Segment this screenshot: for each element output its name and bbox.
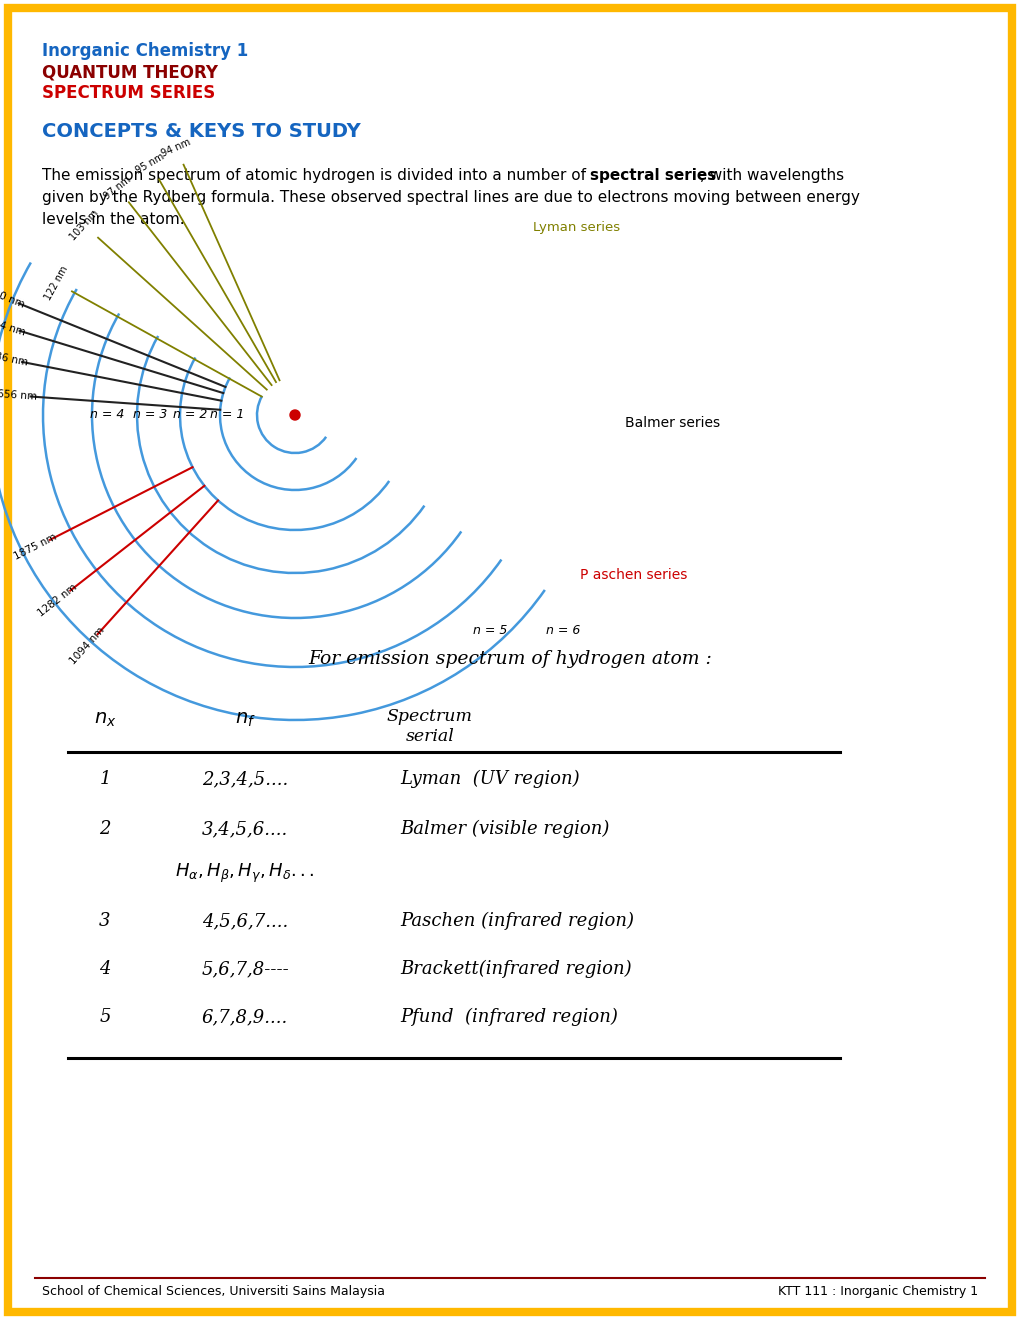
Text: 1282 nm: 1282 nm bbox=[37, 582, 79, 619]
Text: School of Chemical Sciences, Universiti Sains Malaysia: School of Chemical Sciences, Universiti … bbox=[42, 1284, 384, 1298]
Text: $n_x$: $n_x$ bbox=[94, 710, 116, 729]
Text: CONCEPTS & KEYS TO STUDY: CONCEPTS & KEYS TO STUDY bbox=[42, 121, 361, 141]
Text: $H_\alpha, H_\beta, H_\gamma, H_\delta...$: $H_\alpha, H_\beta, H_\gamma, H_\delta..… bbox=[175, 862, 315, 886]
Text: For emission spectrum of hydrogen atom :: For emission spectrum of hydrogen atom : bbox=[308, 649, 711, 668]
Text: serial: serial bbox=[406, 729, 453, 744]
Text: , with wavelengths: , with wavelengths bbox=[699, 168, 844, 183]
Text: 3: 3 bbox=[99, 912, 111, 931]
Text: $n_f$: $n_f$ bbox=[234, 710, 255, 729]
Text: Pfund  (infrared region): Pfund (infrared region) bbox=[399, 1008, 618, 1026]
Text: n = 3: n = 3 bbox=[132, 408, 167, 421]
Text: 5,6,7,8----: 5,6,7,8---- bbox=[201, 960, 288, 978]
Text: 1875 nm: 1875 nm bbox=[12, 532, 59, 562]
Text: SPECTRUM SERIES: SPECTRUM SERIES bbox=[42, 84, 215, 102]
Text: The emission spectrum of atomic hydrogen is divided into a number of: The emission spectrum of atomic hydrogen… bbox=[42, 168, 590, 183]
Text: 2,3,4,5....: 2,3,4,5.... bbox=[202, 770, 287, 788]
Text: 410 nm: 410 nm bbox=[0, 286, 26, 310]
Text: 4: 4 bbox=[99, 960, 111, 978]
Text: 1094 nm: 1094 nm bbox=[67, 626, 106, 667]
Text: Balmer (visible region): Balmer (visible region) bbox=[399, 820, 608, 838]
Text: 103 nm: 103 nm bbox=[68, 209, 101, 243]
Text: n = 2: n = 2 bbox=[172, 408, 207, 421]
Text: 434 nm: 434 nm bbox=[0, 315, 26, 338]
Text: levels in the atom.: levels in the atom. bbox=[42, 213, 184, 227]
Text: 4,5,6,7....: 4,5,6,7.... bbox=[202, 912, 287, 931]
Text: 656 nm: 656 nm bbox=[0, 389, 37, 401]
Text: n = 1: n = 1 bbox=[210, 408, 244, 421]
Text: 486 nm: 486 nm bbox=[0, 351, 29, 368]
Text: 6,7,8,9....: 6,7,8,9.... bbox=[202, 1008, 287, 1026]
Text: n = 5: n = 5 bbox=[473, 623, 506, 636]
Text: n = 4: n = 4 bbox=[90, 408, 124, 421]
Text: 3,4,5,6....: 3,4,5,6.... bbox=[202, 820, 287, 838]
Circle shape bbox=[289, 411, 300, 420]
Text: 97 nm: 97 nm bbox=[102, 174, 132, 202]
Text: Lyman series: Lyman series bbox=[533, 220, 620, 234]
Text: KTT 111 : Inorganic Chemistry 1: KTT 111 : Inorganic Chemistry 1 bbox=[777, 1284, 977, 1298]
Text: Balmer series: Balmer series bbox=[625, 416, 719, 430]
Text: n = 6: n = 6 bbox=[545, 623, 580, 636]
Text: Inorganic Chemistry 1: Inorganic Chemistry 1 bbox=[42, 42, 248, 59]
Text: 1: 1 bbox=[99, 770, 111, 788]
Text: Spectrum: Spectrum bbox=[386, 708, 473, 725]
Text: 2: 2 bbox=[99, 820, 111, 838]
Text: Lyman  (UV region): Lyman (UV region) bbox=[399, 770, 579, 788]
Text: Brackett(infrared region): Brackett(infrared region) bbox=[399, 960, 631, 978]
Text: 95 nm: 95 nm bbox=[133, 152, 166, 176]
Text: 122 nm: 122 nm bbox=[43, 264, 69, 301]
Text: 94 nm: 94 nm bbox=[160, 137, 193, 160]
FancyBboxPatch shape bbox=[8, 8, 1011, 1312]
Text: P aschen series: P aschen series bbox=[580, 568, 687, 582]
Text: Paschen (infrared region): Paschen (infrared region) bbox=[399, 912, 634, 931]
Text: spectral series: spectral series bbox=[589, 168, 715, 183]
Text: 5: 5 bbox=[99, 1008, 111, 1026]
Text: QUANTUM THEORY: QUANTUM THEORY bbox=[42, 63, 218, 81]
Text: given by the Rydberg formula. These observed spectral lines are due to electrons: given by the Rydberg formula. These obse… bbox=[42, 190, 859, 205]
